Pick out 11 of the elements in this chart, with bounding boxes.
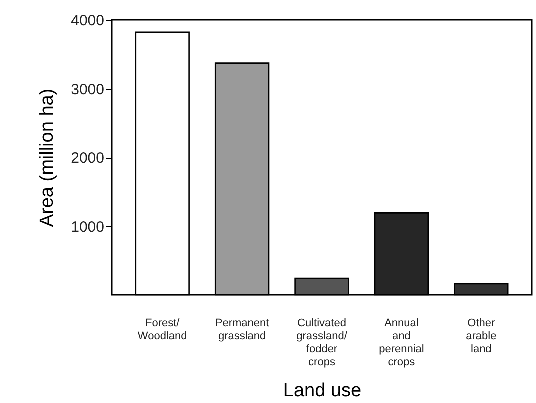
y-tick-label: 3000 [71, 81, 104, 98]
x-axis-title: Land use [283, 380, 362, 402]
y-axis-title: Area (million ha) [37, 88, 58, 228]
y-tick-label: 4000 [71, 12, 104, 30]
x-tick-label: Other arable land [466, 318, 497, 356]
x-tick-label: Permanent grassland [215, 318, 270, 342]
x-tick-label: Forest/ Woodland [138, 318, 188, 342]
y-tick-label: 1000 [71, 218, 104, 236]
x-tick-label: Annual and perennial crops [379, 318, 424, 368]
x-tick-label: Cultivated grassland/ fodder crops [296, 318, 348, 368]
y-tick-label: 2000 [71, 150, 104, 167]
